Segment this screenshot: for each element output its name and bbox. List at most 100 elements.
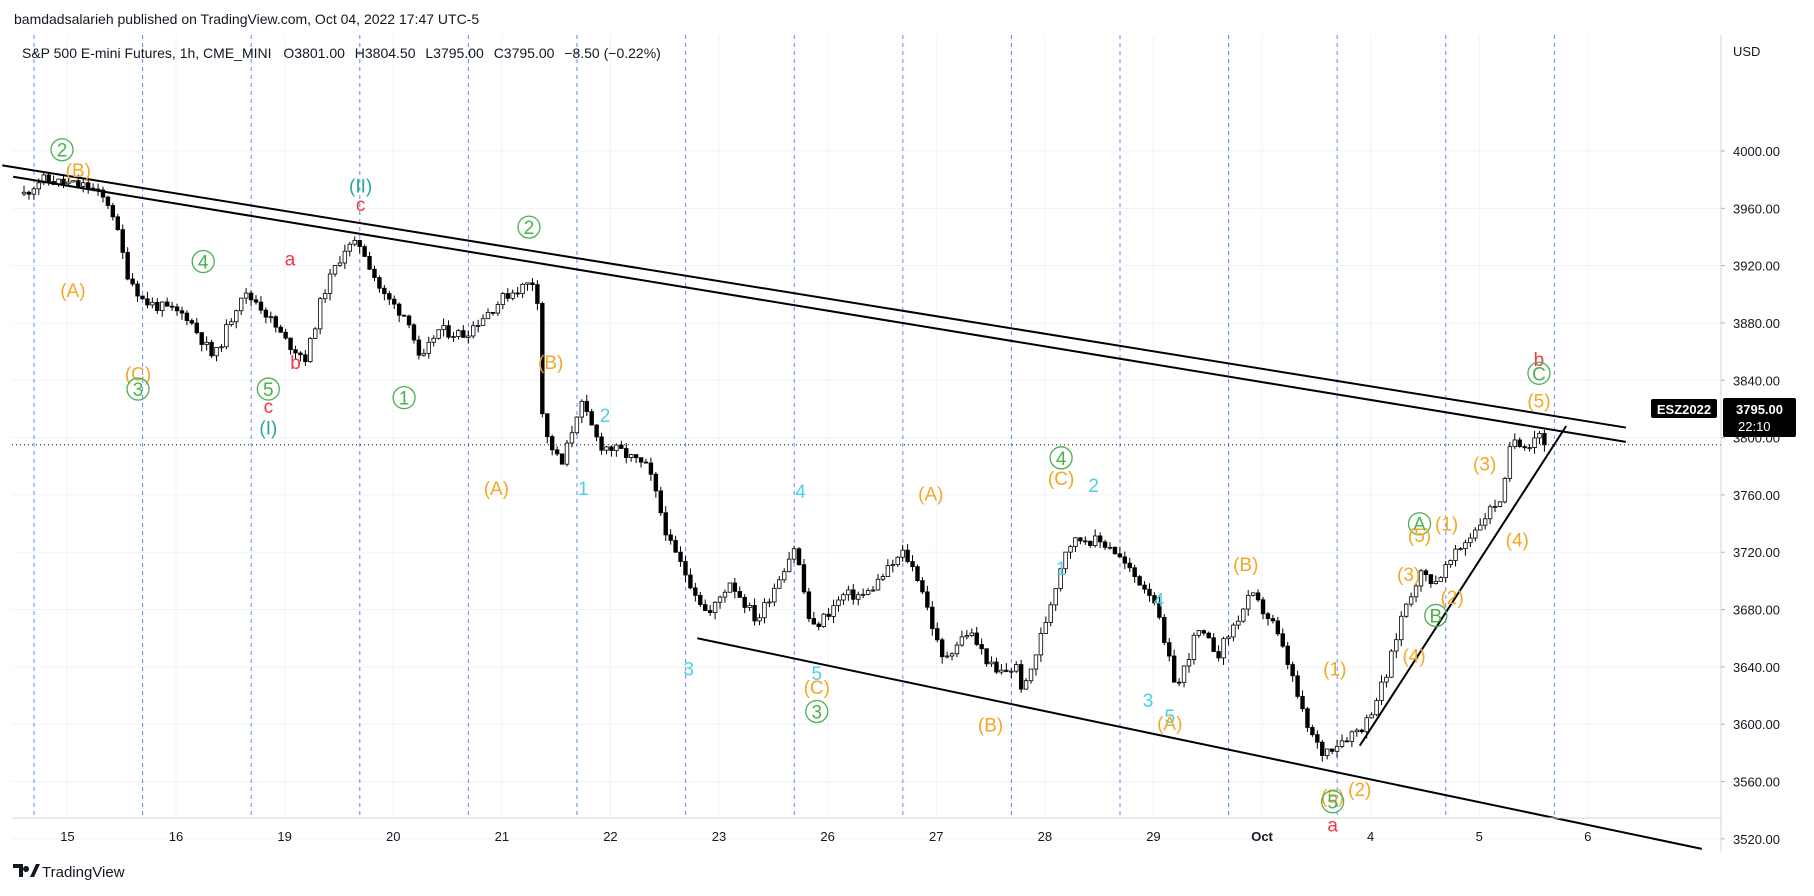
candle-body bbox=[885, 565, 891, 578]
candle-body bbox=[480, 318, 486, 326]
candle-body bbox=[1137, 576, 1142, 586]
wave-label: (3) bbox=[1397, 565, 1420, 586]
candle-body bbox=[796, 548, 802, 566]
wave-label: (4) bbox=[1506, 531, 1529, 552]
trendline-upper-channel-2[interactable] bbox=[12, 175, 1627, 443]
candle-body bbox=[362, 246, 367, 257]
candle-body bbox=[643, 461, 649, 464]
date-tick-label: 28 bbox=[1038, 829, 1052, 844]
wave-circle bbox=[1049, 446, 1073, 470]
wave-label: B bbox=[1424, 603, 1448, 627]
wave-label: 3 bbox=[1143, 691, 1154, 712]
candle-body bbox=[1403, 603, 1409, 617]
trendline-lower-channel[interactable] bbox=[697, 637, 1703, 850]
candle-body bbox=[436, 329, 441, 339]
wave-label: (2) bbox=[1348, 780, 1371, 801]
price-tick-label: 3960.00 bbox=[1733, 201, 1780, 216]
candle-body bbox=[1349, 731, 1355, 742]
candle-body bbox=[26, 191, 32, 195]
candle-body bbox=[574, 416, 580, 434]
candle-body bbox=[105, 196, 111, 206]
trendline-drawings[interactable] bbox=[2, 164, 1703, 850]
candle-body bbox=[367, 256, 372, 270]
wave-label-text: (B) bbox=[978, 715, 1003, 736]
candle-body bbox=[609, 446, 614, 451]
candle-body bbox=[471, 325, 476, 337]
candle-body bbox=[545, 413, 550, 438]
candle-body bbox=[268, 316, 274, 319]
date-tick-label: 20 bbox=[386, 829, 400, 844]
candle-body bbox=[1280, 633, 1285, 647]
candle-body bbox=[1068, 546, 1073, 553]
candle-body bbox=[298, 352, 303, 356]
candle-body bbox=[1009, 670, 1014, 673]
candle-body bbox=[1374, 700, 1379, 716]
candle-body bbox=[273, 316, 278, 328]
wave-label-text: (4) bbox=[1506, 531, 1529, 552]
candle-body bbox=[347, 243, 352, 252]
wave-label: 5 bbox=[256, 377, 281, 401]
price-tick-label: 3600.00 bbox=[1733, 717, 1780, 732]
candle-body bbox=[1329, 748, 1335, 752]
candle-body bbox=[1152, 595, 1157, 604]
candle-body bbox=[258, 301, 264, 311]
candle-body bbox=[549, 436, 555, 451]
wave-label-text: B bbox=[1429, 606, 1442, 627]
candle-body bbox=[36, 182, 42, 190]
candle-body bbox=[1107, 546, 1113, 549]
candle-body bbox=[1344, 740, 1350, 743]
candle-body bbox=[579, 400, 585, 418]
trendline-rising-support[interactable] bbox=[1358, 425, 1567, 747]
candle-body bbox=[974, 632, 979, 645]
candle-body bbox=[253, 299, 259, 303]
wave-label: c bbox=[356, 195, 366, 216]
candle-body bbox=[456, 330, 461, 337]
candle-body bbox=[495, 304, 501, 314]
candle-body bbox=[174, 306, 180, 312]
candle-body bbox=[856, 594, 861, 600]
wave-label-text: (4) bbox=[1402, 647, 1425, 668]
candle-body bbox=[1083, 540, 1088, 543]
wave-circle bbox=[1320, 790, 1345, 814]
wave-label: 1 bbox=[1056, 559, 1067, 580]
trendline-upper-channel-1[interactable] bbox=[2, 164, 1627, 429]
candle-body bbox=[678, 551, 683, 562]
candle-body bbox=[1236, 620, 1241, 626]
candlestick-series bbox=[21, 171, 1547, 762]
wave-circle bbox=[805, 699, 829, 724]
candle-body bbox=[1290, 664, 1295, 677]
chart-grid bbox=[12, 35, 1721, 840]
candle-body bbox=[1507, 446, 1513, 479]
wave-circle bbox=[256, 377, 281, 401]
candle-body bbox=[1517, 439, 1522, 447]
wave-label: (5) bbox=[1408, 526, 1431, 547]
candle-body bbox=[283, 331, 288, 339]
candle-body bbox=[540, 303, 545, 415]
candle-body bbox=[189, 320, 195, 324]
candle-body bbox=[703, 604, 708, 611]
candle-body bbox=[791, 548, 797, 560]
wave-label: (C) bbox=[1048, 469, 1074, 490]
candle-body bbox=[1171, 655, 1177, 683]
candle-body bbox=[821, 613, 826, 627]
wave-label-text: (B) bbox=[1233, 555, 1258, 576]
wave-label-text: a bbox=[285, 250, 296, 271]
wave-label-text: (A) bbox=[484, 479, 509, 500]
candle-body bbox=[1097, 535, 1103, 543]
candle-body bbox=[520, 283, 525, 295]
price-tick-label: 3520.00 bbox=[1733, 832, 1780, 847]
wave-label: 4 bbox=[1154, 591, 1165, 612]
candle-body bbox=[732, 582, 738, 592]
time-axis[interactable]: 15 16 19 20 21 22 23 26 27 28 29 Oct 4 5 6 bbox=[60, 829, 1591, 844]
candle-body bbox=[1053, 588, 1058, 606]
candle-body bbox=[446, 325, 451, 338]
candle-body bbox=[949, 653, 955, 657]
candle-body bbox=[930, 606, 935, 629]
candle-body bbox=[125, 251, 130, 280]
price-axis[interactable]: 4000.003960.003920.003880.003840.003800.… bbox=[1721, 144, 1780, 847]
candle-body bbox=[826, 613, 831, 617]
wave-label-text: (3) bbox=[1473, 455, 1496, 476]
wave-label: (B) bbox=[978, 715, 1003, 736]
candle-body bbox=[964, 635, 970, 638]
